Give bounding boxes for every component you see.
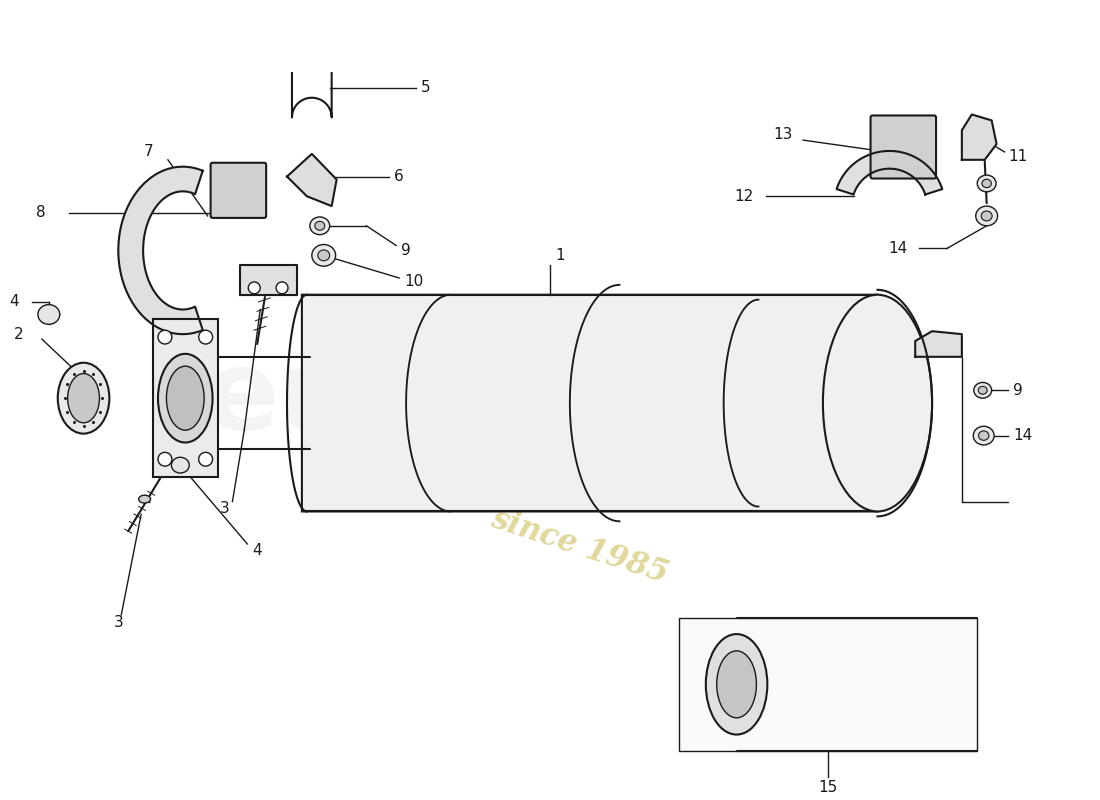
- Text: 12: 12: [734, 189, 754, 204]
- Text: 14: 14: [1013, 428, 1033, 443]
- Text: 13: 13: [773, 126, 793, 142]
- Bar: [153, 319, 218, 477]
- Text: 1: 1: [556, 248, 564, 263]
- Text: 9: 9: [1013, 382, 1023, 398]
- Ellipse shape: [823, 294, 932, 511]
- Polygon shape: [119, 166, 202, 334]
- Ellipse shape: [310, 217, 330, 234]
- Circle shape: [249, 282, 261, 294]
- Text: 4: 4: [9, 294, 19, 309]
- FancyBboxPatch shape: [301, 294, 878, 511]
- Ellipse shape: [976, 206, 998, 226]
- Circle shape: [276, 282, 288, 294]
- Text: 3: 3: [113, 615, 123, 630]
- Ellipse shape: [311, 245, 336, 266]
- Circle shape: [158, 330, 172, 344]
- Ellipse shape: [977, 175, 997, 192]
- Text: 7: 7: [143, 145, 153, 159]
- Ellipse shape: [158, 354, 212, 442]
- Text: since 1985: since 1985: [487, 502, 672, 589]
- Polygon shape: [241, 265, 297, 294]
- Polygon shape: [287, 154, 337, 206]
- FancyBboxPatch shape: [870, 115, 936, 178]
- Text: 4: 4: [252, 543, 262, 558]
- Text: 14: 14: [888, 241, 907, 256]
- Polygon shape: [915, 331, 961, 357]
- Ellipse shape: [974, 426, 994, 445]
- Text: 15: 15: [818, 780, 837, 794]
- Ellipse shape: [978, 386, 987, 394]
- Text: 2: 2: [14, 326, 24, 342]
- Ellipse shape: [68, 374, 99, 423]
- Text: 6: 6: [394, 169, 404, 184]
- Ellipse shape: [139, 495, 151, 503]
- Ellipse shape: [166, 366, 205, 430]
- Ellipse shape: [974, 382, 991, 398]
- Text: 5: 5: [421, 80, 430, 95]
- Bar: [679, 618, 977, 751]
- Polygon shape: [837, 151, 943, 194]
- Ellipse shape: [717, 651, 757, 718]
- Ellipse shape: [981, 211, 992, 221]
- Text: 11: 11: [1009, 150, 1027, 164]
- Ellipse shape: [706, 634, 768, 734]
- Ellipse shape: [318, 250, 330, 261]
- Ellipse shape: [982, 179, 991, 188]
- FancyBboxPatch shape: [210, 162, 266, 218]
- Text: 3: 3: [220, 501, 230, 516]
- Text: 10: 10: [404, 274, 424, 290]
- Text: europarts: europarts: [204, 345, 817, 452]
- Ellipse shape: [172, 458, 189, 473]
- Ellipse shape: [37, 305, 59, 324]
- Polygon shape: [961, 114, 997, 160]
- Text: 9: 9: [402, 243, 411, 258]
- Circle shape: [158, 452, 172, 466]
- Circle shape: [199, 330, 212, 344]
- Ellipse shape: [58, 362, 109, 434]
- Text: 8: 8: [36, 206, 46, 221]
- Circle shape: [199, 452, 212, 466]
- Ellipse shape: [315, 222, 324, 230]
- Ellipse shape: [979, 431, 989, 440]
